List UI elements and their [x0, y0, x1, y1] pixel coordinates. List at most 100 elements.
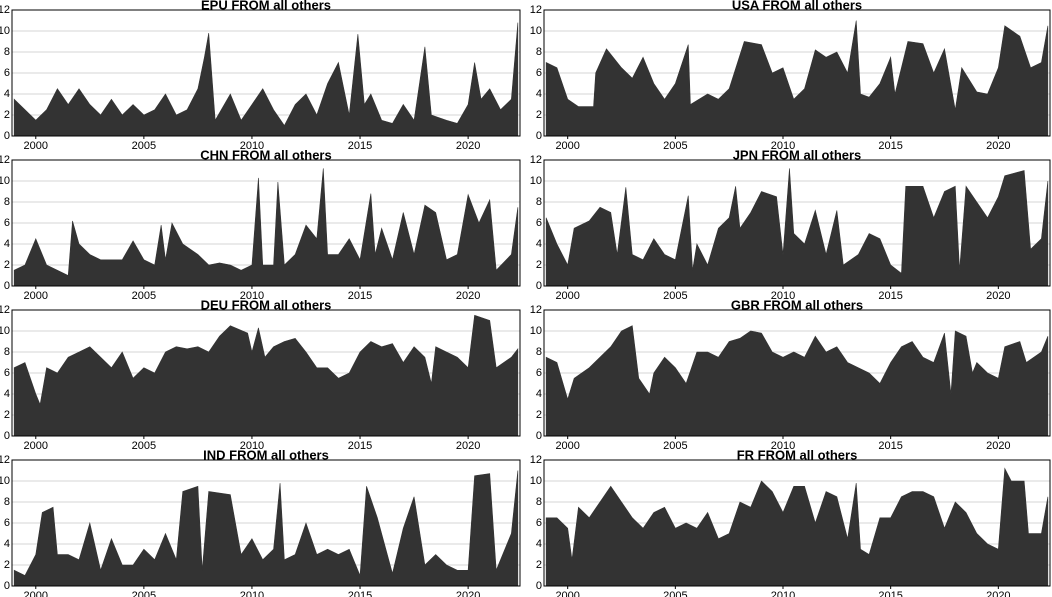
x-tick-label: 2010: [771, 290, 795, 302]
y-tick-label: 0: [536, 580, 542, 592]
y-tick-label: 10: [0, 325, 10, 337]
area: [545, 325, 1049, 437]
plot-frame: [11, 459, 521, 587]
y-tick-label: 0: [536, 130, 542, 142]
x-tick-label: 2015: [348, 590, 372, 597]
plot-frame: [11, 309, 521, 437]
y-tick-label: 0: [4, 430, 10, 442]
plot-frame: [11, 159, 521, 287]
x-tick-label: 2020: [456, 290, 480, 302]
y-tick-label: 0: [4, 580, 10, 592]
x-tick-label: 2010: [771, 140, 795, 152]
plot-frame: [543, 159, 1051, 287]
y-tick-label: 12: [0, 454, 10, 466]
y-tick-label: 12: [530, 304, 542, 316]
plot-frame: [543, 459, 1051, 587]
y-tick-label: 8: [536, 196, 542, 208]
x-tick-label: 2000: [555, 140, 579, 152]
y-tick-label: 4: [536, 238, 542, 250]
x-tick-label: 2005: [663, 440, 687, 452]
area: [13, 22, 519, 137]
y-tick-label: 4: [4, 238, 10, 250]
x-tick-label: 2020: [986, 140, 1010, 152]
y-tick-label: 4: [536, 88, 542, 100]
y-tick-label: 8: [536, 46, 542, 58]
x-tick-label: 2015: [348, 290, 372, 302]
panel: 0 2 4 6 8 10 12 2000 2005 2010 2015 2020 EPU FROM al…: [0, 0, 521, 152]
chart-title: EPU FROM all others: [201, 0, 331, 12]
area: [545, 20, 1049, 137]
y-tick-label: 0: [4, 280, 10, 292]
chart-title: USA FROM all others: [732, 0, 862, 12]
x-tick-label: 2010: [771, 590, 795, 597]
x-tick-label: 2020: [986, 590, 1010, 597]
x-tick-label: 2015: [878, 440, 902, 452]
x-tick-label: 2005: [132, 440, 156, 452]
y-tick-label: 10: [530, 175, 542, 187]
x-tick-label: 2020: [456, 590, 480, 597]
area: [13, 470, 519, 587]
x-tick-label: 2020: [986, 440, 1010, 452]
x-tick-label: 2000: [555, 440, 579, 452]
x-tick-label: 2005: [663, 590, 687, 597]
y-tick-label: 10: [530, 325, 542, 337]
panel: 0 2 4 6 8 10 12 2000 2005 2010 2015 2020 FR FROM all…: [530, 447, 1051, 597]
x-tick-label: 2000: [24, 590, 48, 597]
y-tick-label: 0: [536, 430, 542, 442]
y-tick-label: 0: [4, 130, 10, 142]
x-tick-label: 2015: [348, 440, 372, 452]
chart-title: IND FROM all others: [203, 447, 329, 462]
y-tick-label: 6: [536, 67, 542, 79]
y-tick-label: 12: [530, 4, 542, 16]
chart-title: DEU FROM all others: [201, 297, 332, 312]
y-tick-label: 12: [0, 4, 10, 16]
x-tick-label: 2020: [456, 140, 480, 152]
x-tick-label: 2005: [663, 290, 687, 302]
y-tick-label: 8: [536, 346, 542, 358]
plot-frame: [543, 9, 1051, 137]
y-tick-label: 4: [4, 388, 10, 400]
y-tick-label: 6: [4, 217, 10, 229]
x-tick-label: 2010: [240, 140, 264, 152]
y-tick-label: 12: [0, 154, 10, 166]
y-tick-label: 8: [4, 196, 10, 208]
y-tick-label: 0: [536, 280, 542, 292]
x-tick-label: 2005: [132, 590, 156, 597]
panel: 0 2 4 6 8 10 12 2000 2005 2010 2015 2020 USA FROM al…: [530, 0, 1051, 152]
y-tick-label: 2: [536, 109, 542, 121]
y-tick-label: 4: [536, 538, 542, 550]
y-tick-label: 8: [4, 496, 10, 508]
x-tick-label: 2000: [555, 590, 579, 597]
y-tick-label: 6: [4, 67, 10, 79]
x-tick-label: 2015: [348, 140, 372, 152]
area: [13, 168, 519, 287]
chart-title: JPN FROM all others: [733, 147, 862, 162]
y-tick-label: 8: [4, 46, 10, 58]
y-tick-label: 2: [4, 409, 10, 421]
y-tick-label: 10: [530, 25, 542, 37]
panel: 0 2 4 6 8 10 12 2000 2005 2010 2015 2020 GBR FROM al…: [530, 297, 1051, 452]
y-tick-label: 12: [530, 154, 542, 166]
x-tick-label: 2010: [240, 290, 264, 302]
area: [545, 168, 1049, 287]
y-tick-label: 12: [0, 304, 10, 316]
y-tick-label: 2: [4, 109, 10, 121]
y-tick-label: 12: [530, 454, 542, 466]
y-tick-label: 2: [4, 559, 10, 571]
panel: 0 2 4 6 8 10 12 2000 2005 2010 2015 2020 DEU FROM al…: [0, 297, 521, 452]
y-tick-label: 2: [536, 559, 542, 571]
x-tick-label: 2015: [878, 290, 902, 302]
plot-frame: [11, 9, 521, 137]
y-tick-label: 2: [4, 259, 10, 271]
y-tick-label: 2: [536, 409, 542, 421]
y-tick-label: 10: [0, 25, 10, 37]
x-tick-label: 2000: [24, 440, 48, 452]
y-tick-label: 4: [4, 88, 10, 100]
y-tick-label: 4: [4, 538, 10, 550]
x-tick-label: 2015: [878, 590, 902, 597]
y-tick-label: 2: [536, 259, 542, 271]
panel: 0 2 4 6 8 10 12 2000 2005 2010 2015 2020 CHN FROM al…: [0, 147, 521, 302]
y-tick-label: 4: [536, 388, 542, 400]
x-tick-label: 2005: [132, 290, 156, 302]
